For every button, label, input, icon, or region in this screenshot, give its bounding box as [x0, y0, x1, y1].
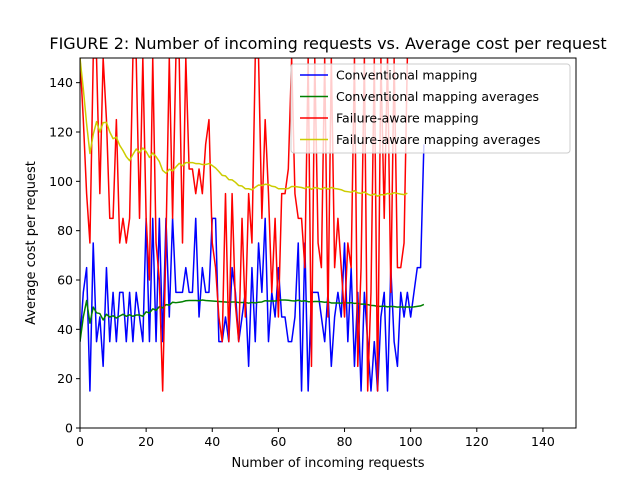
- legend-entry: Failure-aware mapping averages: [336, 132, 540, 147]
- x-tick-label: 60: [270, 434, 286, 449]
- x-axis-label: Number of incoming requests: [231, 456, 424, 471]
- x-tick-label: 20: [138, 434, 154, 449]
- y-axis: 0 20 40 60 80 100 120 140: [49, 75, 80, 436]
- y-tick-label: 40: [57, 322, 73, 337]
- y-axis-label: Average cost per request: [24, 161, 39, 325]
- series-layer: [80, 58, 425, 392]
- y-tick-label: 20: [57, 371, 73, 386]
- series-line-failure-aware-mapping: [80, 58, 409, 392]
- x-tick-label: 0: [76, 434, 84, 449]
- x-tick-label: 140: [531, 434, 555, 449]
- y-tick-label: 100: [49, 174, 73, 189]
- x-tick-label: 120: [465, 434, 489, 449]
- legend-box: [290, 63, 571, 154]
- plot-frame: [79, 57, 577, 429]
- legend-entry: Conventional mapping: [336, 68, 477, 83]
- y-tick-label: 0: [65, 421, 73, 436]
- y-tick-label: 60: [57, 273, 73, 288]
- series-line-failure-aware-mapping-averages: [80, 58, 408, 197]
- y-tick-label: 120: [49, 125, 73, 140]
- x-tick-label: 80: [337, 434, 353, 449]
- y-tick-label: 80: [57, 223, 73, 238]
- y-tick-label: 140: [49, 75, 73, 90]
- x-axis: 0 20 40 60 80 100 120 140: [76, 428, 555, 449]
- x-tick-label: 100: [399, 434, 423, 449]
- legend-entry: Conventional mapping averages: [336, 89, 539, 104]
- legend: Conventional mapping Conventional mapping…: [290, 63, 571, 154]
- x-tick-label: 40: [204, 434, 220, 449]
- chart-title: FIGURE 2: Number of incoming requests vs…: [49, 34, 606, 53]
- legend-entry: Failure-aware mapping: [336, 111, 479, 126]
